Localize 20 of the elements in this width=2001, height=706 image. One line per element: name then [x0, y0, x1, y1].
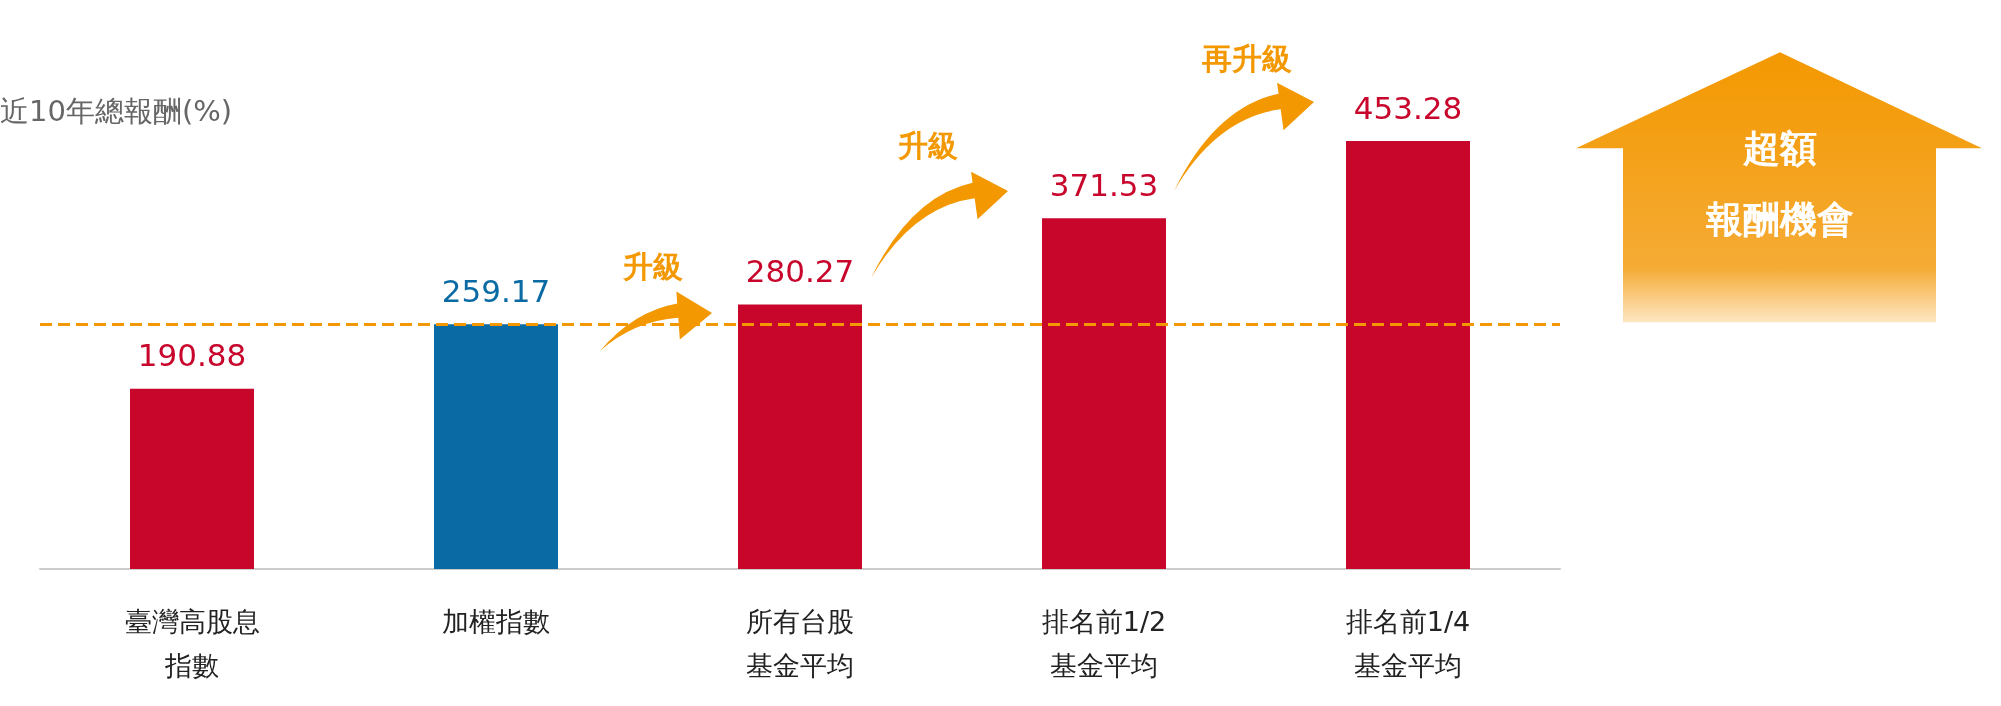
data-label: 371.53 [1049, 166, 1159, 203]
x-tick-label: 排名前1/2基金平均 [1041, 605, 1167, 681]
data-label: 190.88 [137, 337, 247, 374]
data-label: 280.27 [745, 252, 855, 289]
bar [1042, 218, 1166, 569]
x-tick-label: 臺灣高股息指數 [124, 605, 260, 681]
text: 再升級 [1202, 39, 1292, 78]
bar [130, 388, 254, 569]
bar [738, 304, 862, 569]
text: 近10年總報酬(%) [0, 93, 233, 131]
x-tick-label: 加權指數 [442, 605, 550, 637]
x-tick-label: 排名前1/4基金平均 [1345, 605, 1471, 681]
bar [434, 324, 558, 569]
text: 超額報酬機會 [1706, 126, 1854, 243]
x-tick-label: 所有台股基金平均 [746, 605, 854, 681]
annotation: 升級 [623, 247, 683, 286]
data-label: 453.28 [1353, 89, 1463, 126]
annotation: 升級 [898, 126, 958, 165]
bar [1346, 141, 1470, 569]
data-label: 259.17 [441, 272, 551, 309]
